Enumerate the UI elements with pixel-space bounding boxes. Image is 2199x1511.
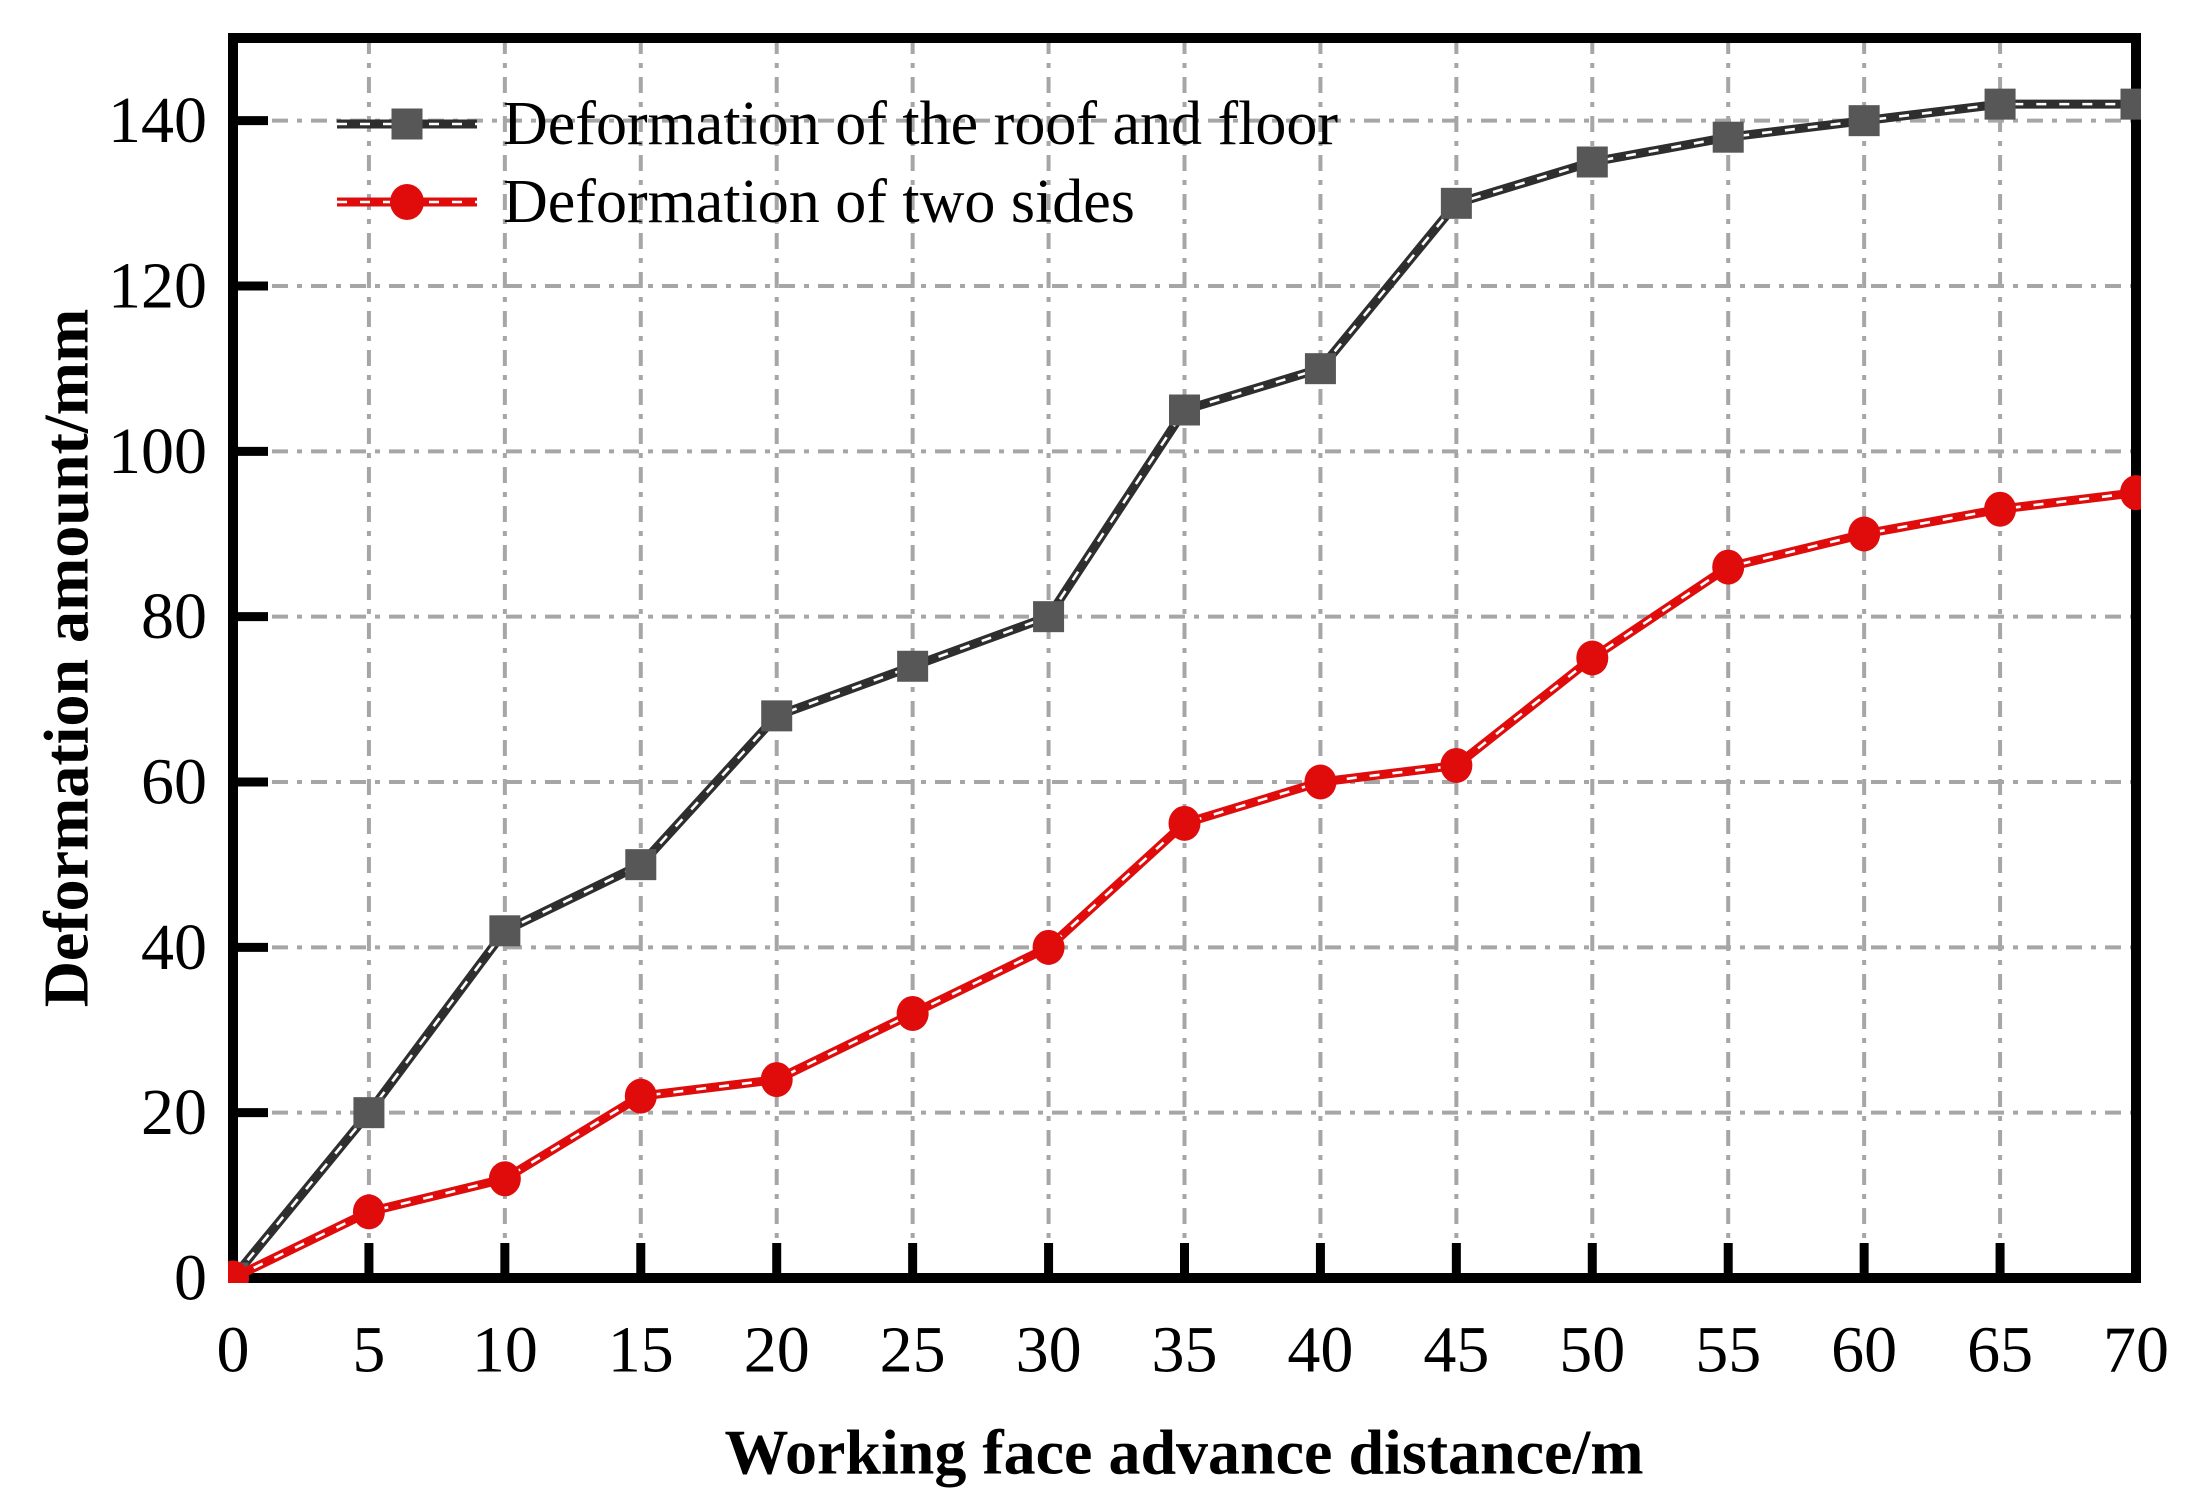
circle-marker-icon (624, 1078, 657, 1114)
square-marker-icon (897, 650, 929, 682)
square-marker-icon (1848, 105, 1880, 137)
circle-marker-icon (896, 995, 929, 1031)
circle-marker-icon (1848, 516, 1881, 552)
circle-marker-icon (488, 1161, 521, 1197)
y-tick-label: 60 (141, 746, 207, 819)
legend-label: Deformation of two sides (503, 168, 1135, 236)
square-marker-icon (1033, 601, 1065, 633)
x-tick-label: 10 (472, 1314, 538, 1387)
tick-labels: 0 5 10 15 20 25 30 35 40 45 50 55 60 65 70 0 20 40 60 80 100… (108, 84, 2169, 1386)
x-tick-label: 5 (352, 1314, 385, 1387)
square-marker-icon (353, 1097, 385, 1129)
square-marker-icon (1169, 394, 1200, 426)
square-marker-icon (625, 849, 657, 881)
circle-marker-icon (760, 1062, 793, 1098)
circle-marker-icon (2120, 475, 2141, 511)
circle-marker-icon (1576, 640, 1609, 676)
y-tick-label: 140 (108, 84, 207, 157)
data-series (228, 88, 2141, 1283)
legend-item-two-sides: Deformation of two sides (337, 168, 1135, 236)
x-tick-label: 65 (1967, 1314, 2033, 1387)
x-tick-label: 60 (1831, 1314, 1897, 1387)
legend-label: Deformation of the roof and floor (503, 90, 1338, 158)
x-axis-title: Working face advance distance/m (724, 1417, 1643, 1488)
circle-marker-icon (1440, 747, 1473, 783)
square-marker-icon (1576, 146, 1608, 178)
circle-marker-icon (1032, 929, 1065, 965)
circle-marker-icon (1168, 805, 1201, 841)
gridlines (233, 38, 2136, 1278)
square-marker-icon (761, 700, 793, 732)
x-tick-label: 50 (1559, 1314, 1625, 1387)
y-tick-label: 80 (141, 580, 207, 653)
x-tick-label: 15 (608, 1314, 674, 1387)
square-marker-icon (1712, 121, 1744, 153)
y-tick-label: 100 (108, 415, 207, 488)
series-1 (228, 475, 2141, 1283)
circle-marker-icon (228, 1260, 249, 1283)
legend-item-roof-floor: Deformation of the roof and floor (337, 90, 1338, 158)
square-marker-icon (1440, 187, 1472, 219)
x-tick-label: 20 (744, 1314, 810, 1387)
y-tick-label: 20 (141, 1076, 207, 1149)
axis-ticks (238, 116, 2005, 1273)
series-line-overlay (231, 102, 2136, 1279)
square-marker-icon (2120, 88, 2141, 120)
plot-border (228, 33, 2141, 1283)
x-tick-label: 30 (1016, 1314, 1082, 1387)
x-tick-label: 55 (1695, 1314, 1761, 1387)
y-tick-label: 120 (108, 250, 207, 323)
circle-marker-icon (1304, 764, 1337, 800)
square-marker-icon (489, 915, 521, 947)
y-axis-title: Deformation amount/mm (31, 309, 102, 1008)
square-marker-icon (1984, 88, 2016, 120)
x-tick-label: 45 (1423, 1314, 1489, 1387)
x-tick-label: 25 (880, 1314, 946, 1387)
x-tick-label: 0 (217, 1314, 250, 1387)
circle-marker-icon (352, 1194, 385, 1230)
legend: Deformation of the roof and floor Deform… (337, 90, 1338, 236)
x-tick-label: 70 (2103, 1314, 2169, 1387)
y-tick-label: 0 (174, 1242, 207, 1315)
legend-square-marker-icon (391, 108, 423, 140)
x-tick-label: 40 (1287, 1314, 1353, 1387)
x-tick-label: 35 (1152, 1314, 1218, 1387)
square-marker-icon (1304, 353, 1336, 385)
circle-marker-icon (1712, 549, 1745, 585)
legend-circle-marker-icon (390, 184, 424, 220)
y-tick-label: 40 (141, 911, 207, 984)
circle-marker-icon (1984, 491, 2017, 527)
series-0 (228, 88, 2141, 1283)
